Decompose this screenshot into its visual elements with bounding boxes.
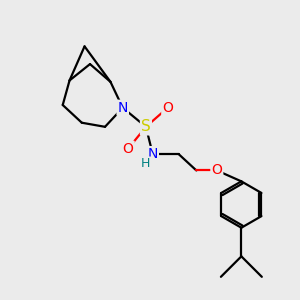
Text: O: O (212, 164, 222, 178)
Text: N: N (118, 101, 128, 115)
Text: O: O (162, 101, 173, 115)
Text: S: S (141, 119, 151, 134)
Text: N: N (148, 147, 158, 161)
Text: H: H (141, 157, 151, 170)
Text: O: O (123, 142, 134, 156)
